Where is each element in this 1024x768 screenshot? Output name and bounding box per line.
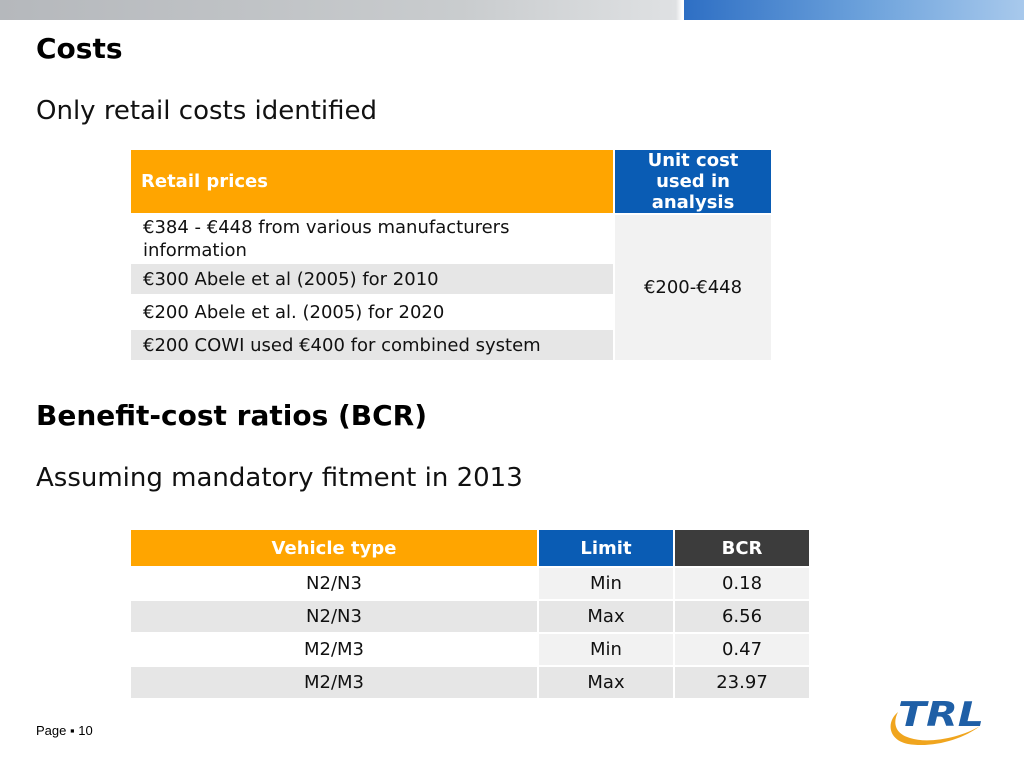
page-footer: Page ▪ 10 [36,723,93,738]
bcr-value-cell: 23.97 [673,665,811,700]
logo-swoosh [890,712,980,746]
page-label: Page [36,723,67,738]
bullet-separator: ▪ [70,723,75,738]
costs-table-header-row: Retail prices Unit cost used in analysis [129,148,773,215]
limit-cell: Max [537,599,675,634]
limit-cell: Min [537,632,675,667]
retail-prices-header: Retail prices [129,148,615,215]
bcr-subheading: Assuming mandatory fitment in 2013 [36,463,523,493]
vehicle-type-cell: N2/N3 [129,566,539,601]
costs-table: Retail prices Unit cost used in analysis… [129,148,773,362]
bcr-table-header-row: Vehicle type Limit BCR [129,528,811,568]
bcr-value-cell: 6.56 [673,599,811,634]
trl-logo: TRL [890,695,984,746]
bcr-value-cell: 0.18 [673,566,811,601]
vehicle-type-cell: M2/M3 [129,632,539,667]
costs-table-row: €200 Abele et al. (2005) for 2020 [129,294,772,330]
logo-text: TRL [898,695,984,735]
bcr-header: BCR [673,528,811,568]
vehicle-type-cell: N2/N3 [129,599,539,634]
costs-table-row: €384 - €448 from various manufacturers i… [129,213,773,362]
costs-subheading: Only retail costs identified [36,96,378,126]
top-decorative-bar [0,0,1024,20]
retail-price-cell: €300 Abele et al (2005) for 2010 [129,262,615,296]
limit-header: Limit [537,528,675,568]
unit-cost-header: Unit cost used in analysis [613,148,773,215]
limit-cell: Max [537,665,675,700]
bcr-table-row: M2/M3 Min 0.47 [129,632,811,667]
vehicle-type-cell: M2/M3 [129,665,539,700]
bcr-value-cell: 0.47 [673,632,811,667]
unit-cost-value-cell: €200-€448 [613,213,773,362]
bcr-heading: Benefit-cost ratios (BCR) [36,399,428,432]
vehicle-type-header: Vehicle type [129,528,539,568]
retail-price-cell: €200 COWI used €400 for combined system [129,328,615,362]
retail-price-cell: €384 - €448 from various manufacturers i… [129,213,615,264]
bcr-table-row: N2/N3 Min 0.18 [129,566,811,601]
costs-table-row: €200 COWI used €400 for combined system [129,328,772,362]
limit-cell: Min [537,566,675,601]
page-number: 10 [78,723,93,738]
costs-heading: Costs [36,32,123,65]
retail-price-cell: €200 Abele et al. (2005) for 2020 [129,294,615,330]
bcr-table-row: M2/M3 Max 23.97 [129,665,811,700]
costs-table-row: €300 Abele et al (2005) for 2010 [129,262,772,296]
bcr-table-row: N2/N3 Max 6.56 [129,599,811,634]
bcr-table: Vehicle type Limit BCR N2/N3 Min 0.18 N2… [129,528,811,700]
